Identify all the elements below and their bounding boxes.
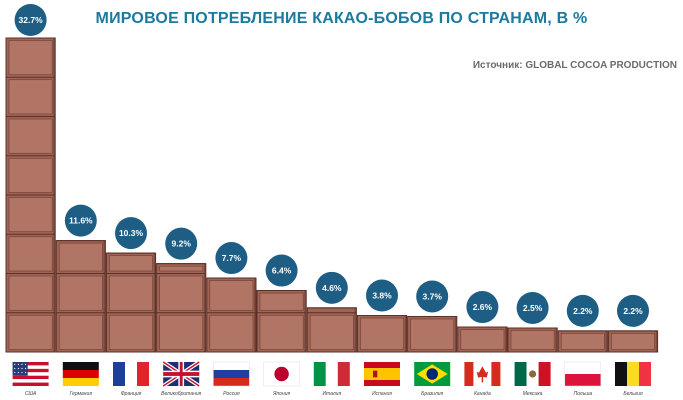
value-bubble	[315, 271, 348, 304]
chocolate-bar	[356, 315, 408, 353]
value-label: 11.6%	[69, 216, 93, 226]
mexico-flag	[514, 362, 551, 386]
country-label: Бразилия	[421, 391, 443, 397]
value-label: 2.2%	[573, 306, 593, 316]
country-label: Италия	[322, 391, 341, 397]
value-label: 3.8%	[372, 291, 392, 301]
chocolate-bar	[256, 290, 307, 353]
value-label: 2.2%	[623, 306, 643, 316]
country-label: Франция	[121, 391, 142, 397]
chart-title: МИРОВОЕ ПОТРЕБЛЕНИЕ КАКАО-БОБОВ ПО СТРАН…	[95, 10, 588, 27]
value-label: 2.6%	[473, 302, 493, 312]
canada-flag	[464, 362, 501, 386]
value-bubble	[466, 291, 499, 324]
germany-flag	[62, 362, 99, 386]
usa-flag	[12, 362, 49, 386]
value-bubble	[215, 242, 248, 275]
value-bubble	[566, 294, 599, 327]
chocolate-bar	[105, 252, 157, 353]
japan-flag	[263, 361, 300, 387]
bars-layer	[5, 37, 659, 353]
chocolate-bar	[407, 315, 458, 353]
country-label: Польша	[573, 391, 592, 397]
country-label: США	[25, 391, 37, 397]
country-label: Великобритания	[161, 391, 201, 397]
uk-flag	[162, 360, 201, 388]
value-bubble	[165, 227, 198, 260]
value-label: 9.2%	[172, 239, 192, 249]
country-names-layer: США Германия Франция Великобритания Россия Яп…	[25, 391, 643, 397]
chocolate-bar	[156, 263, 207, 353]
value-labels-layer: 32.7% 11.6% 10.3% 9.2% 7.7% 6.4% 4.6% 3.8% 3.7% 2…	[14, 4, 649, 327]
value-label: 2.5%	[523, 303, 543, 313]
chocolate-bar	[5, 37, 56, 353]
flags-layer	[12, 360, 651, 388]
value-label: 6.4%	[272, 266, 292, 276]
value-label: 10.3%	[119, 228, 144, 238]
italy-flag	[313, 362, 350, 386]
country-label: Германия	[70, 391, 93, 397]
value-bubble	[617, 294, 649, 327]
country-label: Канада	[474, 391, 491, 397]
value-bubble	[366, 279, 398, 312]
poland-flag	[564, 361, 602, 387]
chocolate-bar	[457, 326, 508, 353]
country-label: Бельгия	[623, 391, 643, 397]
value-bubble	[115, 217, 147, 250]
value-label: 4.6%	[322, 283, 342, 293]
belgium-flag	[615, 362, 651, 386]
value-bubble	[516, 291, 549, 324]
russia-flag	[213, 361, 250, 387]
value-label: 32.7%	[19, 15, 44, 25]
france-flag	[113, 362, 149, 386]
chocolate-bar	[507, 327, 558, 353]
chocolate-bar	[607, 330, 659, 353]
value-bubble	[14, 4, 47, 36]
country-label: Япония	[272, 391, 290, 397]
country-label: Испания	[372, 391, 392, 397]
country-label: Мексика	[523, 391, 543, 397]
chocolate-bar	[206, 277, 257, 353]
value-bubble	[64, 204, 97, 237]
value-bubble	[265, 254, 298, 287]
value-label: 7.7%	[222, 253, 242, 263]
chocolate-bar	[557, 330, 608, 353]
chocolate-bar	[306, 307, 357, 353]
country-label: Россия	[223, 391, 240, 397]
chocolate-bar	[55, 240, 106, 353]
value-bubble	[416, 280, 449, 313]
value-label: 3.7%	[423, 291, 443, 301]
source-note: Источник: GLOBAL COCOA PRODUCTION	[472, 60, 677, 71]
brazil-flag	[414, 362, 451, 386]
spain-flag	[364, 362, 400, 386]
